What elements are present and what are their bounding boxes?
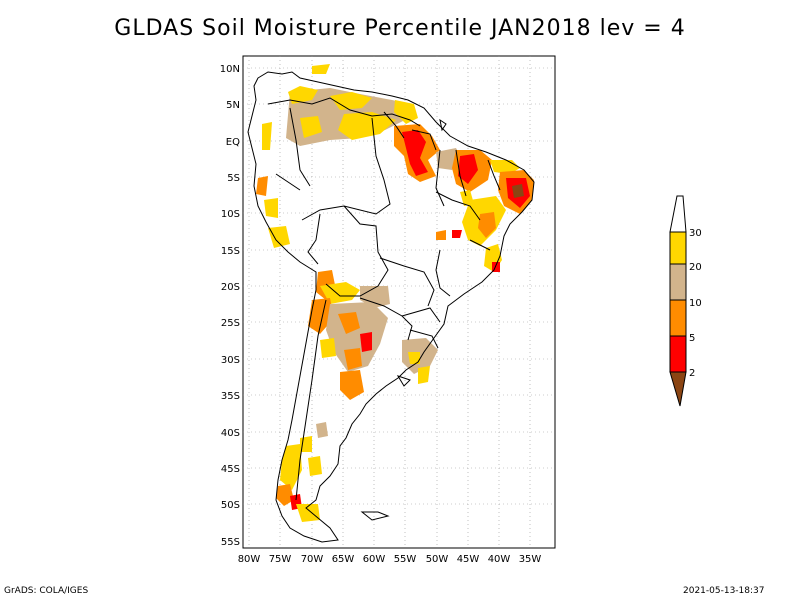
legend-swatch-20-30 [669, 231, 687, 265]
legend-label: 5 [689, 333, 695, 344]
legend-swatch-10-20 [669, 263, 687, 301]
lat-label: 10S [221, 209, 240, 220]
lon-label: 50W [426, 554, 449, 565]
legend-swatch-above-30 [669, 195, 687, 233]
lat-label: 30S [221, 355, 240, 366]
legend-swatch-below-2 [669, 371, 687, 407]
lat-label: EQ [226, 137, 240, 148]
lat-label: 35S [221, 391, 240, 402]
lat-label: 50S [221, 500, 240, 511]
legend-swatch-2-5 [669, 335, 687, 373]
percentile-shading [256, 64, 534, 522]
lat-label: 5S [227, 173, 240, 184]
coastlines-and-borders [247, 71, 535, 543]
longitude-labels: 80W 75W 70W 65W 60W 55W 50W 45W 40W 35W [238, 554, 542, 565]
lon-label: 60W [363, 554, 386, 565]
legend-label: 20 [689, 262, 702, 273]
lat-label: 55S [221, 537, 240, 548]
lon-label: 80W [238, 554, 261, 565]
legend-label: 10 [689, 298, 702, 309]
lon-label: 40W [488, 554, 511, 565]
lon-label: 45W [457, 554, 480, 565]
lon-label: 55W [394, 554, 417, 565]
lon-label: 35W [519, 554, 542, 565]
chart-title: GLDAS Soil Moisture Percentile JAN2018 l… [114, 16, 686, 41]
lon-label: 70W [301, 554, 324, 565]
lat-label: 45S [221, 464, 240, 475]
lat-label: 20S [221, 282, 240, 293]
legend-swatch-5-10 [669, 299, 687, 337]
lat-label: 15S [221, 246, 240, 257]
timestamp-label: 2021-05-13-18:37 [683, 586, 765, 596]
credit-label: GrADS: COLA/IGES [4, 586, 89, 596]
lat-label: 40S [221, 428, 240, 439]
latitude-labels: 10N 5N EQ 5S 10S 15S 20S 25S 30S 35S 40S… [220, 64, 240, 548]
lat-label: 25S [221, 318, 240, 329]
lat-label: 10N [220, 64, 240, 75]
legend-label: 30 [689, 228, 702, 239]
lon-label: 75W [269, 554, 292, 565]
lon-label: 65W [332, 554, 355, 565]
legend-label: 2 [689, 368, 695, 379]
color-legend: 30 20 10 5 2 [669, 195, 702, 407]
lat-label: 5N [226, 100, 240, 111]
